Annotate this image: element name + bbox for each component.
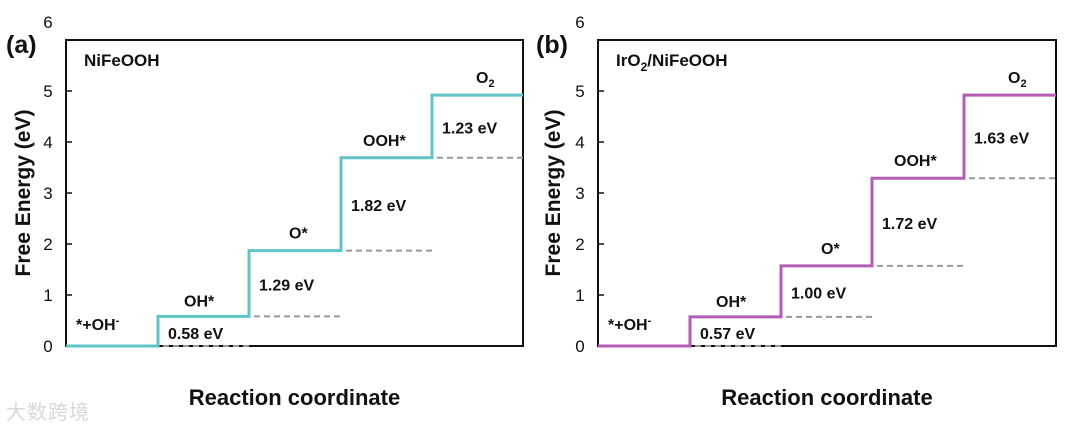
y-tick-label: 1: [43, 286, 52, 305]
energy-step-line: [66, 93, 523, 348]
panel-title: IrO2/NiFeOOH: [616, 51, 728, 74]
step-energy-label: 1.23 eV: [442, 120, 497, 137]
step-energy-label: 1.72 eV: [882, 216, 937, 233]
state-name: O2: [476, 70, 495, 90]
step-energy-label: 0.57 eV: [700, 326, 755, 343]
state-name: OOH*: [894, 153, 937, 170]
panel-b: 0 1 2 3 4 5 6 (b) Free Energy (eV) Reaction coord…: [536, 13, 1057, 410]
y-tick-label: 0: [43, 337, 52, 356]
y-tick-label: 5: [575, 82, 584, 101]
watermark: 大数跨境: [6, 400, 90, 424]
y-tick-label: 5: [43, 82, 52, 101]
y-tick-label: 6: [43, 13, 52, 32]
y-tick-label: 4: [43, 133, 52, 152]
state-name: O*: [289, 226, 308, 243]
x-axis-label: Reaction coordinate: [721, 385, 932, 410]
step-energy-label: 1.29 eV: [259, 278, 314, 295]
y-tick-label: 2: [43, 235, 52, 254]
y-axis-label: Free Energy (eV): [542, 110, 565, 277]
x-axis-label: Reaction coordinate: [189, 385, 400, 410]
step-energy-label: 1.00 eV: [791, 285, 846, 302]
state-name: *+OH-: [608, 315, 652, 334]
state-name: OH*: [716, 294, 747, 311]
panel-label: (a): [6, 31, 37, 59]
y-tick-label: 3: [575, 184, 584, 203]
y-tick-label: 4: [575, 133, 584, 152]
y-tick-label: 1: [575, 286, 584, 305]
y-axis-label: Free Energy (eV): [12, 110, 35, 277]
state-name: O*: [821, 241, 840, 258]
panel-a: 0 1 2 3 4 5 6 (a) Free Energy (eV) Reaction coord…: [6, 13, 524, 410]
y-tick-label: 2: [575, 235, 584, 254]
state-name: O2: [1008, 70, 1027, 90]
plot-frame: [65, 39, 524, 347]
state-name: *+OH-: [76, 315, 120, 334]
step-energy-label: 1.63 eV: [974, 131, 1029, 148]
y-tick-label: 3: [43, 184, 52, 203]
step-energy-label: 1.82 eV: [351, 198, 406, 215]
y-tick-label: 0: [575, 337, 584, 356]
state-name: OOH*: [363, 133, 406, 150]
state-name: OH*: [184, 293, 215, 310]
y-tick-label: 6: [575, 13, 584, 32]
step-energy-label: 0.58 eV: [168, 326, 223, 343]
panel-label: (b): [536, 31, 568, 59]
panel-title: NiFeOOH: [84, 51, 160, 70]
energy-step-line: [598, 93, 1056, 348]
